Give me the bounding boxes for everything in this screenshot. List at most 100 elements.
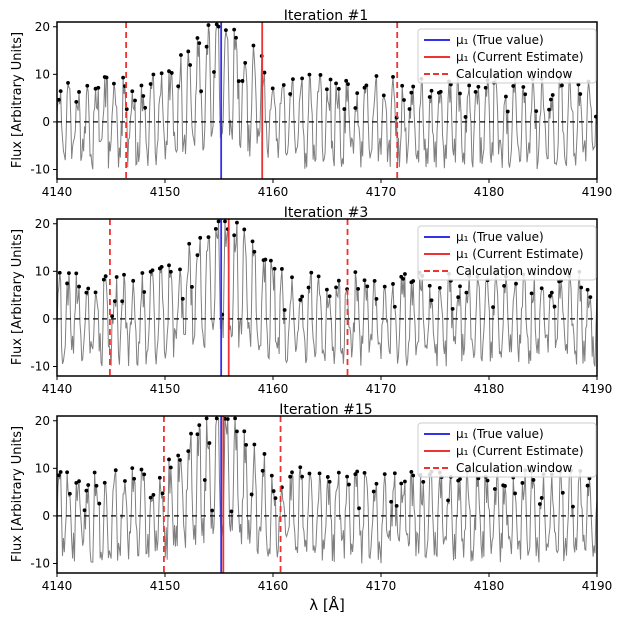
y-tick-label: 0 [42, 509, 50, 523]
spectrum-point [399, 481, 404, 486]
spectrum-point [187, 241, 192, 246]
spectrum-point [151, 72, 156, 77]
panel-title: Iteration #1 [284, 8, 368, 24]
plot-area [57, 219, 597, 376]
plot-layer [53, 415, 598, 577]
spectrum-point [300, 76, 305, 81]
spectrum-point [150, 268, 155, 273]
x-axis-label: λ [Å] [309, 595, 345, 614]
spectrum-point [273, 496, 278, 501]
spectrum-point [85, 83, 90, 88]
spectrum-point [114, 275, 119, 279]
plot-area [57, 416, 597, 573]
axis-layer: 4140 4150 4160 4170 4180 4190 -10 0 10 2… [30, 20, 612, 199]
spectrum-point [325, 475, 330, 479]
spectrum-point [547, 107, 551, 112]
spectrum-point [206, 23, 211, 27]
x-tick-label: 4140 [42, 579, 73, 593]
spectrum-point [143, 105, 148, 110]
spectrum-point [300, 474, 305, 479]
spectrum-point [84, 290, 89, 295]
spectrum-point [560, 490, 565, 495]
spectrum-point [233, 416, 237, 421]
spectrum-point [142, 290, 147, 294]
spectrum-point [195, 36, 200, 40]
panel-iteration-1: Iteration #1 4140 4150 4160 4170 4180 41… [30, 8, 612, 199]
spectrum-point [529, 291, 534, 296]
spectrum-point [65, 470, 69, 475]
spectrum-point [450, 307, 455, 311]
spectrum-point [280, 267, 284, 271]
spectrum-point [336, 86, 341, 91]
spectrum-point [473, 89, 478, 94]
spectrum-point [102, 480, 107, 485]
spectrum-point [104, 75, 109, 80]
spectrum-point [579, 285, 584, 290]
y-tick-label: 10 [35, 264, 50, 278]
spectrum-point [290, 470, 294, 475]
spectrum-point [234, 35, 238, 40]
y-tick-label: 20 [35, 414, 50, 428]
spectrum-point [365, 284, 370, 289]
spectrum-point [552, 304, 557, 309]
spectrum-point [336, 278, 341, 283]
spectrum-point [317, 471, 322, 476]
legend-estimate-label: μ₁ (Current Estimate) [456, 444, 584, 458]
y-tick-label: 0 [42, 115, 50, 129]
spectrum-point [364, 83, 369, 88]
spectrum-point [232, 233, 237, 238]
spectrum-point [403, 272, 407, 276]
spectrum-point [394, 503, 399, 508]
legend-window-label: Calculation window [456, 461, 572, 475]
spectrum-point [429, 298, 434, 303]
spectrum-point [362, 470, 367, 475]
x-tick-label: 4180 [474, 579, 505, 593]
spectrum-point [270, 86, 275, 91]
axis-layer: 4140 4150 4160 4170 4180 4190 -10 0 10 2… [30, 217, 612, 396]
spectrum-point [176, 453, 181, 458]
spectrum-point [347, 482, 351, 487]
spectrum-point [391, 282, 395, 286]
legend-true-label: μ₁ (True value) [456, 33, 544, 47]
spectrum-point [346, 82, 350, 87]
legend-frame [417, 28, 597, 84]
spectrum-point [345, 474, 349, 479]
spectrum-point [260, 468, 265, 473]
spectrum-point [514, 281, 518, 286]
y-axis-label-panel-1: Flux [Arbitrary Units] [10, 32, 25, 168]
spectrum-point [269, 473, 274, 478]
spectrum-point [74, 271, 79, 276]
spectrum-point [139, 83, 144, 88]
spectrum-point [511, 84, 516, 88]
x-tick-label: 4190 [582, 579, 613, 593]
spectrum-point [262, 452, 267, 456]
spectrum-point [327, 294, 332, 299]
spectrum-point [77, 479, 81, 484]
spectrum-point [324, 287, 329, 292]
spectrum-point [169, 71, 174, 75]
spectrum-point [195, 432, 200, 437]
spectrum-point [262, 70, 267, 75]
spectrum-point [427, 95, 432, 99]
legend: μ₁ (True value) μ₁ (Current Estimate) Ca… [417, 225, 597, 281]
spectrum-point [407, 107, 412, 111]
spectrum-point [306, 285, 311, 290]
x-tick-label: 4190 [582, 185, 613, 199]
y-tick-label: -10 [30, 162, 50, 176]
spectrum-point [521, 85, 526, 89]
spectrum-point [446, 498, 450, 503]
y-tick-label: -10 [30, 359, 50, 373]
spectrum-point [186, 49, 191, 54]
spectrum-point [356, 286, 360, 291]
spectrum-point [585, 287, 590, 292]
spectrum-point [429, 88, 434, 93]
spectrum-point [344, 78, 349, 83]
spectrum-point [204, 44, 209, 49]
spectrum-point [382, 284, 387, 289]
spectrum-point [94, 483, 99, 488]
spectrum-point [456, 295, 461, 300]
spectrum-point [539, 286, 544, 291]
spectrum-point [409, 90, 414, 95]
spectrum-point [199, 89, 204, 94]
